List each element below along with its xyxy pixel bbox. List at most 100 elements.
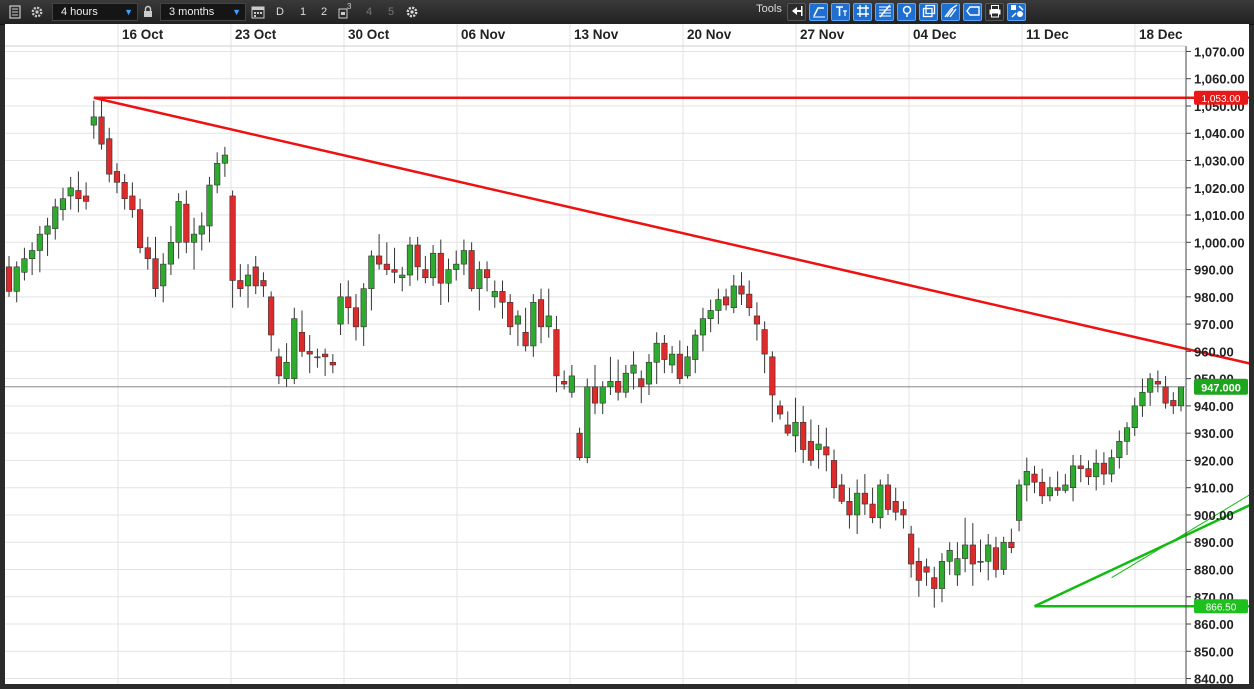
pitchfork-tool-icon[interactable] bbox=[941, 3, 960, 21]
candle bbox=[638, 370, 645, 404]
candle bbox=[938, 553, 946, 603]
candle bbox=[908, 525, 915, 578]
y-tick-label: 930.00 bbox=[1194, 426, 1234, 441]
period-4-button[interactable]: 4 bbox=[365, 6, 373, 18]
candle-body-down bbox=[800, 421, 807, 450]
candle bbox=[491, 280, 498, 308]
range-select[interactable]: 3 months ▼ bbox=[160, 3, 246, 21]
candle-body-up bbox=[90, 116, 97, 126]
candle-body-up bbox=[977, 561, 984, 563]
candle-body-down bbox=[1039, 481, 1046, 497]
candle bbox=[869, 487, 876, 524]
price-chart[interactable]: 16 Oct 23 Oct 30 Oct 06 Nov 13 Nov 20 Nov 27 N… bbox=[5, 24, 1254, 687]
candle bbox=[599, 381, 606, 415]
period-3-button[interactable]: 3 bbox=[337, 2, 353, 21]
candle bbox=[676, 340, 683, 385]
candle bbox=[206, 176, 213, 243]
candle bbox=[1116, 430, 1123, 469]
candle bbox=[607, 356, 614, 395]
candle-body-up bbox=[584, 386, 591, 459]
chevron-down-icon: ▼ bbox=[124, 7, 133, 17]
candle-body-up bbox=[167, 242, 174, 265]
interval-select[interactable]: 4 hours ▼ bbox=[52, 3, 138, 21]
candle-body-down bbox=[1154, 381, 1161, 385]
candle bbox=[753, 302, 760, 341]
candle-body-up bbox=[730, 285, 737, 309]
period-2-button[interactable]: 2 bbox=[320, 6, 328, 18]
candle bbox=[345, 280, 352, 325]
x-tick-label: 13 Nov bbox=[574, 27, 619, 42]
candle bbox=[44, 217, 51, 256]
candle bbox=[1062, 474, 1069, 494]
candle-body-down bbox=[322, 353, 329, 358]
candle bbox=[807, 419, 814, 466]
x-tick-label: 06 Nov bbox=[461, 27, 506, 42]
candle bbox=[514, 310, 521, 346]
candle bbox=[1131, 397, 1138, 436]
period-5-button[interactable]: 5 bbox=[387, 6, 395, 18]
candle bbox=[183, 190, 190, 254]
support-price-tag: 866.50 bbox=[1194, 599, 1248, 614]
candle-body-down bbox=[884, 484, 892, 510]
candle-body-down bbox=[329, 361, 336, 366]
settings-gear-icon[interactable] bbox=[28, 3, 46, 21]
candle bbox=[352, 294, 360, 341]
x-tick-label: 16 Oct bbox=[122, 27, 164, 42]
y-tick-label: 1,010.00 bbox=[1194, 208, 1245, 223]
period-1-button[interactable]: 1 bbox=[299, 6, 307, 18]
text-tool-icon[interactable] bbox=[831, 3, 850, 21]
candle bbox=[1147, 373, 1154, 406]
y-tick-label: 990.00 bbox=[1194, 263, 1234, 278]
candle-body-up bbox=[59, 198, 67, 210]
period-d-button[interactable]: D bbox=[276, 6, 284, 18]
candle bbox=[1069, 454, 1077, 502]
candle-body-down bbox=[121, 182, 128, 199]
interval-value: 4 hours bbox=[61, 6, 98, 18]
candle-body-up bbox=[221, 154, 228, 164]
candle bbox=[861, 474, 868, 515]
pin-tool-icon[interactable] bbox=[897, 3, 916, 21]
line-tool-icon[interactable] bbox=[809, 3, 828, 21]
candle-body-up bbox=[1069, 465, 1077, 488]
candle bbox=[406, 236, 414, 286]
candle-body-up bbox=[337, 296, 344, 325]
candle bbox=[746, 280, 753, 316]
candle bbox=[838, 474, 845, 505]
candle bbox=[969, 523, 976, 586]
candle-body-up bbox=[1000, 541, 1007, 570]
chart-settings-gear-icon[interactable] bbox=[403, 3, 421, 21]
grid-tool-icon[interactable] bbox=[853, 3, 872, 21]
candle-body-down bbox=[391, 269, 398, 273]
candle-body-up bbox=[175, 201, 182, 243]
y-tick-label: 940.00 bbox=[1194, 399, 1234, 414]
chart-area[interactable]: 16 Oct 23 Oct 30 Oct 06 Nov 13 Nov 20 Nov 27 N… bbox=[5, 24, 1254, 687]
candle bbox=[1016, 479, 1023, 532]
candle bbox=[692, 329, 699, 374]
lock-icon[interactable] bbox=[142, 3, 154, 21]
candle-body-down bbox=[376, 255, 383, 265]
candle bbox=[1046, 476, 1053, 502]
y-tick-label: 980.00 bbox=[1194, 290, 1234, 305]
calendar-icon[interactable] bbox=[250, 3, 266, 21]
x-tick-label: 27 Nov bbox=[800, 27, 845, 42]
fibonacci-tool-icon[interactable] bbox=[875, 3, 894, 21]
candle-body-down bbox=[1008, 541, 1015, 548]
candle-body-down bbox=[992, 547, 1000, 570]
chart-style-tool-icon[interactable] bbox=[1007, 3, 1026, 21]
candle bbox=[1077, 454, 1084, 483]
candle-body-up bbox=[715, 299, 722, 311]
candle bbox=[1123, 422, 1131, 455]
x-tick-label: 18 Dec bbox=[1139, 27, 1183, 42]
resistance-price-tag-box bbox=[1194, 90, 1248, 105]
menu-icon[interactable] bbox=[6, 3, 24, 21]
candle-body-down bbox=[352, 307, 360, 328]
candle bbox=[915, 547, 922, 597]
collapse-tools-icon[interactable] bbox=[787, 3, 806, 21]
shape-tool-icon[interactable] bbox=[963, 3, 982, 21]
candle bbox=[800, 405, 807, 464]
candle bbox=[430, 245, 437, 286]
candle bbox=[391, 247, 398, 284]
drawn-trendlines[interactable] bbox=[93, 96, 1254, 608]
print-icon[interactable] bbox=[985, 3, 1004, 21]
channel-tool-icon[interactable] bbox=[919, 3, 938, 21]
